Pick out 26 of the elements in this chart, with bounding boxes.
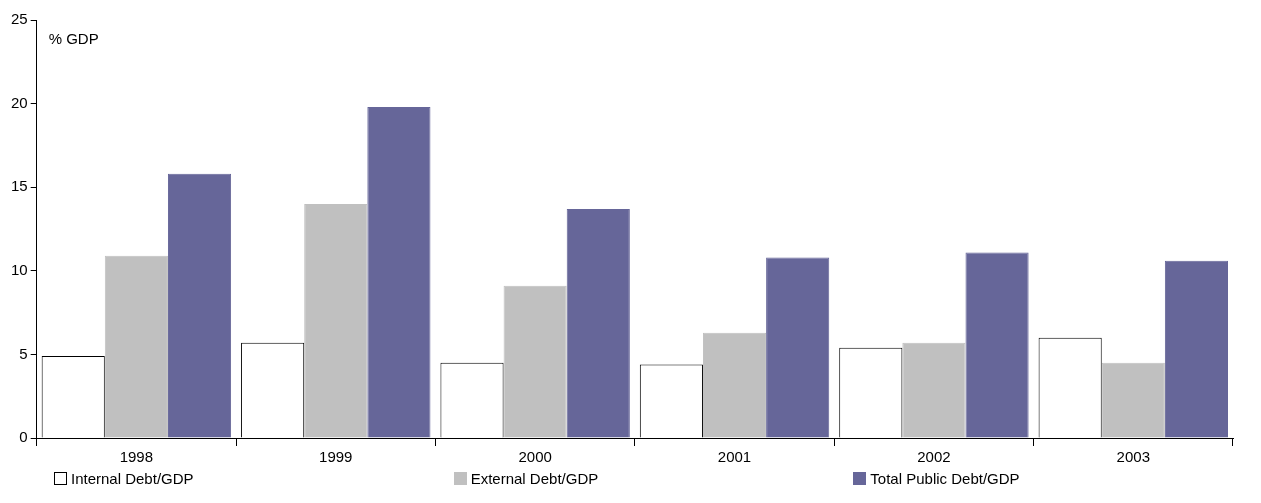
y-tick-label: 20 (11, 93, 28, 111)
bar (766, 257, 830, 438)
text: Internal Debt/GDP (71, 470, 194, 487)
x-tick-label: 2001 (717, 448, 752, 466)
bar (702, 332, 767, 438)
bar (965, 252, 1029, 438)
bar (566, 208, 630, 438)
y-axis-title: % GDP (48, 29, 99, 47)
legend-label: Total Public Debt/GDP (870, 470, 1020, 487)
y-tick-label: 10 (11, 260, 28, 278)
x-tick-label: 1998 (119, 448, 154, 466)
bar (104, 255, 168, 438)
x-tick-label: 2003 (1116, 448, 1150, 466)
bar (167, 173, 232, 438)
y-tick-label: 15 (11, 177, 28, 195)
bar (304, 203, 368, 438)
x-tick-label: 2002 (917, 448, 951, 466)
y-tick-label: 5 (19, 344, 28, 362)
legend-label: External Debt/GDP (470, 470, 599, 487)
x-tick-label: 2000 (518, 448, 552, 466)
y-tick-label: 25 (11, 10, 28, 28)
y-tick-label: 0 (19, 428, 28, 446)
bar (367, 106, 431, 438)
bar (1164, 260, 1229, 438)
x-tick-label: 1999 (319, 448, 353, 466)
bar (503, 285, 567, 438)
